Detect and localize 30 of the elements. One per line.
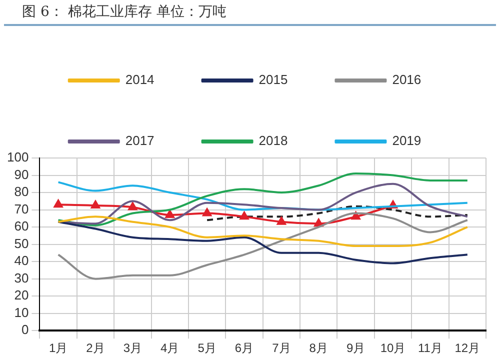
- y-tick-label: 0: [21, 322, 29, 338]
- x-tick-label: 2月: [86, 341, 105, 356]
- y-tick-label: 70: [14, 201, 29, 216]
- x-tick-label: 11月: [418, 341, 442, 356]
- x-tick-label: 6月: [234, 341, 254, 356]
- x-tick-label: 1月: [48, 341, 68, 356]
- x-tick-label: 5月: [198, 341, 216, 356]
- x-tick-label: 9月: [346, 341, 366, 356]
- x-tick-label: 3月: [123, 341, 142, 356]
- x-tick-label: 4月: [160, 341, 180, 356]
- legend-label: 2017: [125, 133, 154, 148]
- x-tick-label: 10月: [380, 341, 406, 356]
- legend-label: 2018: [258, 133, 288, 148]
- y-tick-label: 60: [14, 218, 29, 234]
- x-tick-label: 8月: [309, 341, 328, 356]
- chart-title: 图 6： 棉花工业库存 单位：万吨: [4, 0, 496, 26]
- y-tick-label: 100: [6, 150, 29, 165]
- legend-label: 2015: [258, 72, 288, 88]
- legend-label: 2016: [392, 72, 422, 88]
- y-tick-label: 20: [14, 288, 29, 303]
- y-tick-label: 90: [14, 166, 29, 182]
- y-tick-label: 80: [14, 184, 29, 200]
- y-tick-label: 40: [14, 253, 29, 268]
- x-tick-label: 7月: [272, 341, 291, 356]
- legend-label: 2014: [125, 72, 154, 88]
- y-tick-label: 30: [14, 270, 29, 286]
- legend-label: 2019: [392, 133, 422, 148]
- y-tick-label: 50: [14, 236, 29, 251]
- y-tick-label: 10: [14, 304, 29, 320]
- x-tick-label: 12月: [454, 341, 480, 356]
